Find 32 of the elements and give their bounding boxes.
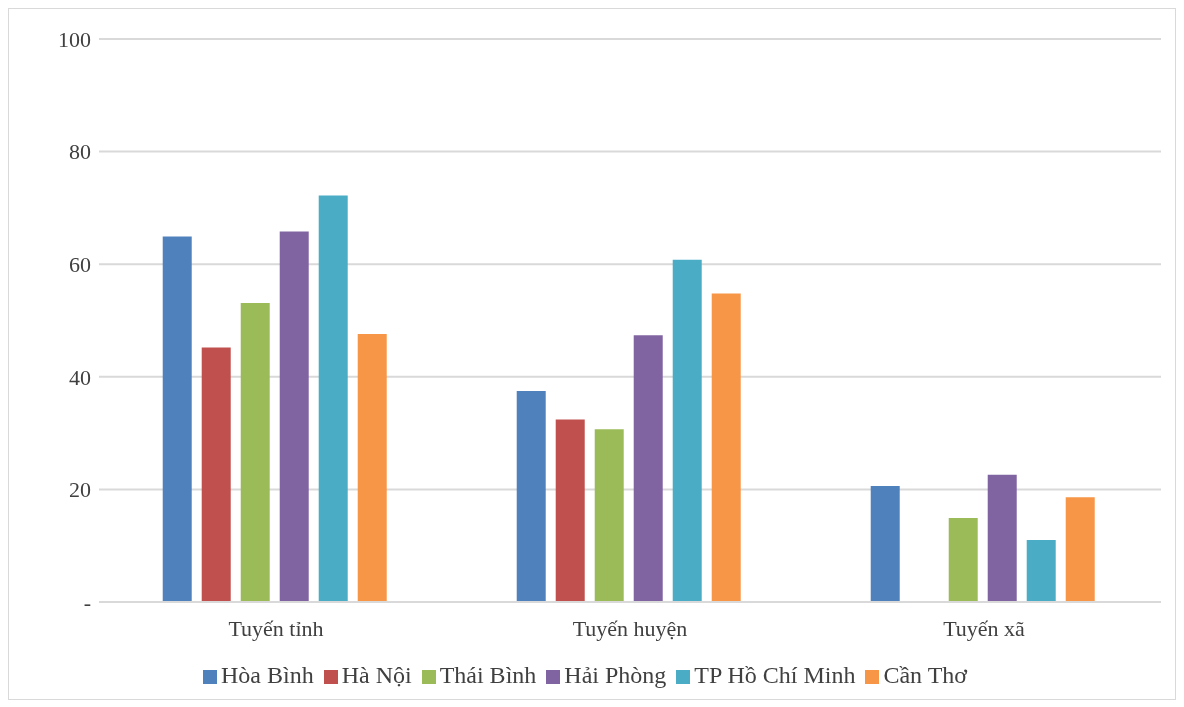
bar [987,474,1017,602]
legend-label: Cần Thơ [883,662,968,688]
bar [318,195,348,602]
legend-label: TP Hồ Chí Minh [694,662,856,688]
bar [516,390,546,602]
bar [633,335,663,602]
x-tick-label: Tuyến tỉnh [228,615,324,641]
legend-label: Hà Nội [341,662,412,688]
bar [594,429,624,602]
y-tick-label: 80 [69,139,91,165]
y-tick-label: 40 [69,364,91,390]
bar [1026,540,1056,602]
y-tick-label: 20 [69,477,91,503]
legend-label: Hải Phòng [564,662,667,688]
bar [948,518,978,602]
bar [357,334,387,602]
bar [711,293,741,602]
bar [240,303,270,602]
bar [672,259,702,602]
x-tick-label: Tuyến xã [943,615,1026,641]
x-tick-label: Tuyến huyện [572,615,688,641]
bar [1065,497,1095,602]
bar [870,486,900,602]
legend-label: Thái Bình [439,662,537,688]
y-tick-label: 100 [58,26,91,52]
y-tick-label: - [83,589,91,615]
bar [162,236,192,602]
bar [555,419,585,602]
legend-label: Hòa Bình [220,662,314,688]
bar [201,347,231,602]
y-tick-label: 60 [69,252,91,278]
bar [279,231,309,602]
